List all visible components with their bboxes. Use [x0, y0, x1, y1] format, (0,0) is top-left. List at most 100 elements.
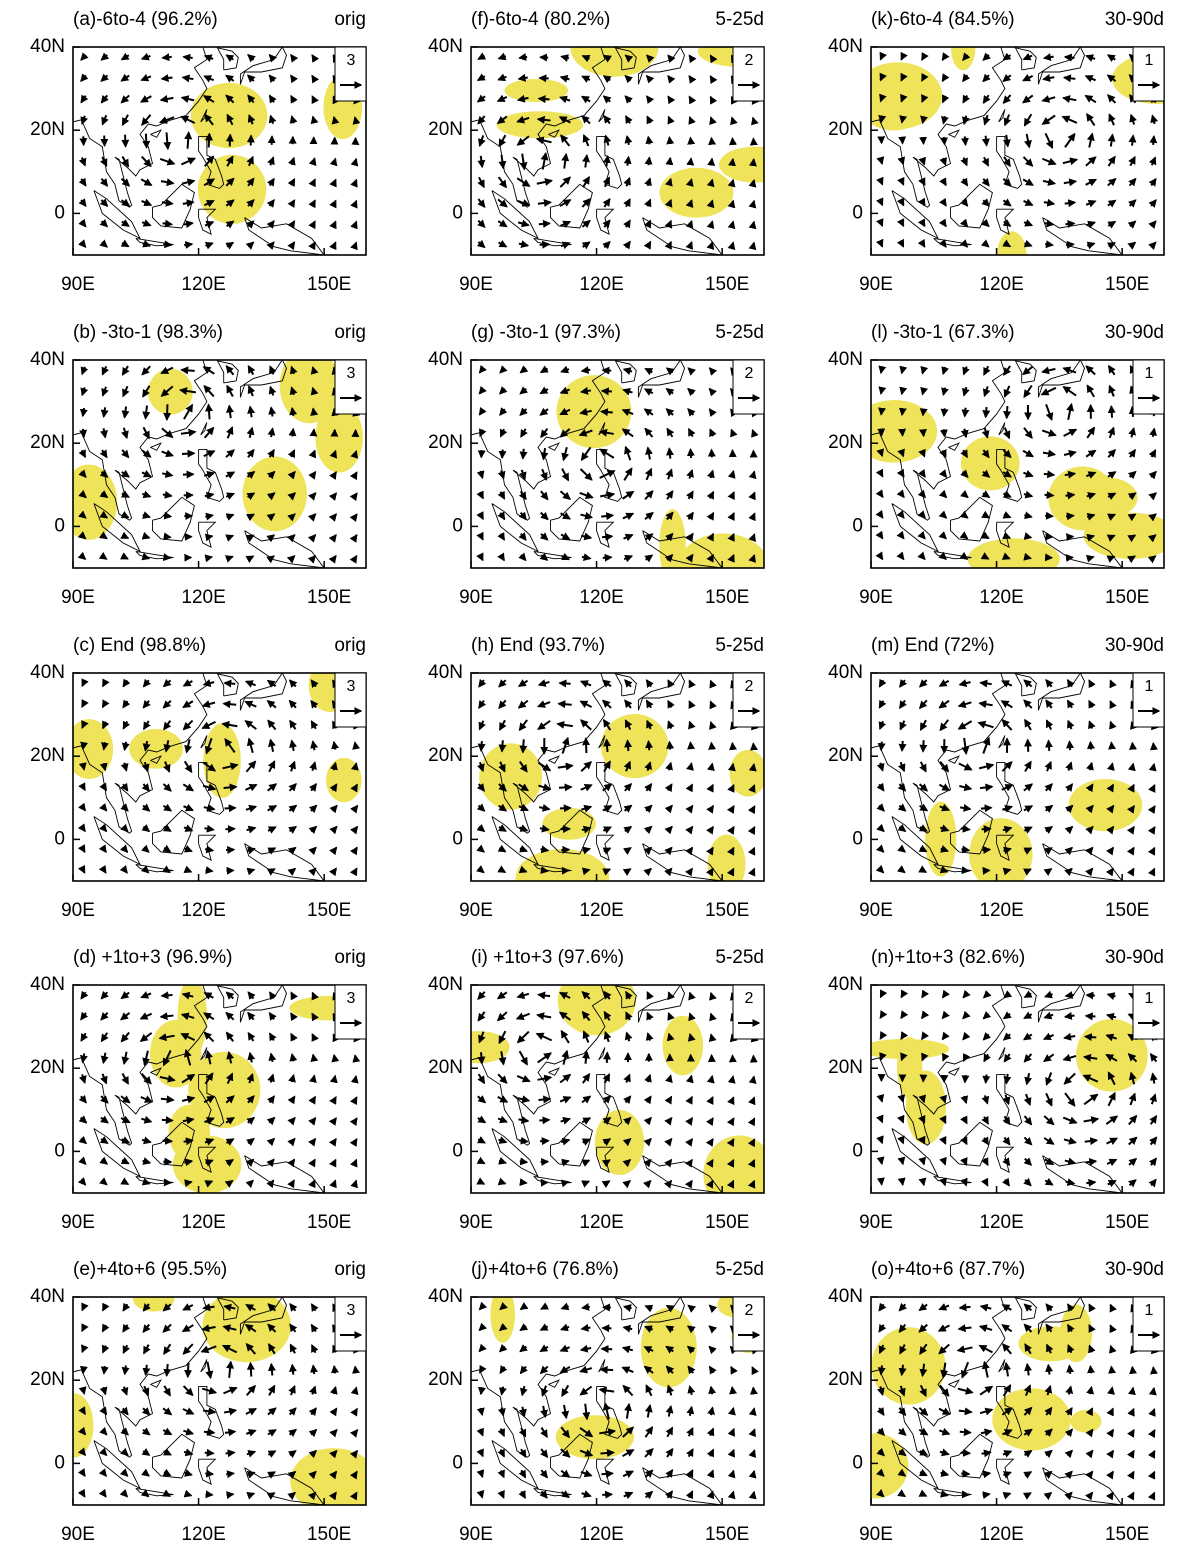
wind-vector	[622, 1324, 633, 1333]
wind-vector	[290, 94, 298, 104]
wind-vector	[624, 1031, 633, 1042]
x-tick-label: 150E	[307, 900, 351, 921]
coastline	[596, 761, 623, 815]
coastline	[996, 1073, 1023, 1127]
wind-vector	[162, 1323, 172, 1333]
wind-vector	[600, 1449, 615, 1457]
wind-vector	[245, 1303, 256, 1312]
ref-value: 1	[1145, 990, 1154, 1007]
wind-vector	[516, 991, 530, 1000]
wind-vector	[1106, 804, 1115, 814]
wind-vector	[962, 52, 971, 62]
wind-vector	[160, 385, 174, 397]
coastline	[948, 1379, 960, 1388]
panel-filter: orig	[334, 635, 366, 656]
panel-title: (m) End (72%)	[871, 635, 995, 656]
wind-vector	[350, 157, 359, 167]
wind-vector	[1044, 1384, 1053, 1396]
wind-vector	[687, 408, 696, 417]
coastline	[933, 1487, 972, 1497]
coastline	[471, 985, 606, 1146]
wind-vector	[1148, 1407, 1156, 1417]
wind-vector	[1044, 804, 1054, 813]
wind-vector	[878, 114, 887, 124]
wind-vector	[288, 679, 298, 688]
wind-vector	[623, 826, 633, 834]
wind-vector	[879, 1052, 887, 1062]
wind-vector	[519, 1365, 528, 1375]
wind-vector	[225, 199, 235, 208]
wind-vector	[308, 1491, 317, 1501]
wind-vector	[268, 1032, 277, 1042]
wind-vector	[163, 1343, 172, 1355]
wind-vector	[349, 492, 358, 502]
wind-vector	[100, 1115, 109, 1124]
coastline	[950, 183, 993, 229]
wind-vector	[1085, 365, 1096, 376]
wind-vector	[1003, 1361, 1011, 1377]
wind-vector	[897, 1468, 907, 1477]
wind-vector	[80, 990, 89, 1000]
wind-vector	[78, 762, 87, 771]
wind-vector	[140, 865, 150, 874]
wind-vector	[982, 73, 991, 83]
wind-vector	[979, 783, 994, 792]
wind-vector	[497, 176, 507, 189]
wind-vector	[623, 219, 631, 229]
wind-vector	[1086, 132, 1095, 148]
wind-vector	[290, 74, 298, 84]
coastline	[1042, 1155, 1123, 1193]
wind-vector	[941, 1010, 950, 1020]
shading	[662, 1015, 704, 1076]
shading	[600, 714, 669, 779]
wind-vector	[100, 1012, 109, 1021]
wind-vector	[918, 824, 928, 832]
wind-vector	[580, 511, 594, 520]
wind-vector	[1067, 1303, 1075, 1313]
shading	[1083, 512, 1164, 559]
wind-vector	[900, 93, 908, 103]
x-tick-label: 120E	[579, 1524, 623, 1545]
wind-vector	[1147, 1429, 1156, 1438]
wind-vector	[78, 469, 87, 479]
wind-vector	[77, 864, 86, 874]
wind-vector	[498, 1343, 508, 1353]
y-tick-label: 20N	[428, 1369, 463, 1390]
shading	[969, 818, 1033, 881]
wind-vector	[1084, 1012, 1096, 1021]
wind-vector	[477, 1115, 487, 1124]
coastline	[1037, 673, 1085, 711]
wind-vector	[708, 408, 717, 417]
wind-vector	[621, 1366, 634, 1374]
wind-vector	[875, 864, 885, 874]
wind-vector	[1002, 198, 1012, 207]
wind-vector	[919, 719, 928, 732]
wind-vector	[706, 241, 715, 250]
wind-vector	[1062, 1116, 1078, 1125]
shading	[729, 749, 764, 797]
wind-vector	[498, 1030, 507, 1045]
wind-vector	[896, 551, 905, 561]
wind-vector	[204, 1180, 214, 1188]
wind-vector	[900, 989, 909, 999]
coastline	[1037, 985, 1085, 1023]
wind-vector	[685, 199, 694, 208]
wind-vector	[601, 1180, 611, 1189]
coastline	[1037, 47, 1085, 85]
coastline	[1037, 360, 1085, 398]
wind-vector	[163, 240, 173, 249]
wind-vector	[685, 846, 694, 856]
wind-vector	[349, 1491, 358, 1501]
wind-vector	[537, 991, 551, 1000]
coastline	[1042, 1467, 1123, 1505]
wind-vector	[121, 155, 130, 168]
wind-vector	[921, 52, 929, 61]
map	[73, 985, 366, 1193]
wind-vector	[182, 1385, 194, 1397]
wind-vector	[223, 679, 236, 688]
wind-vector	[1086, 426, 1096, 439]
wind-vector	[1127, 804, 1135, 814]
wind-vector	[1109, 720, 1117, 730]
wind-vector	[141, 1468, 150, 1477]
